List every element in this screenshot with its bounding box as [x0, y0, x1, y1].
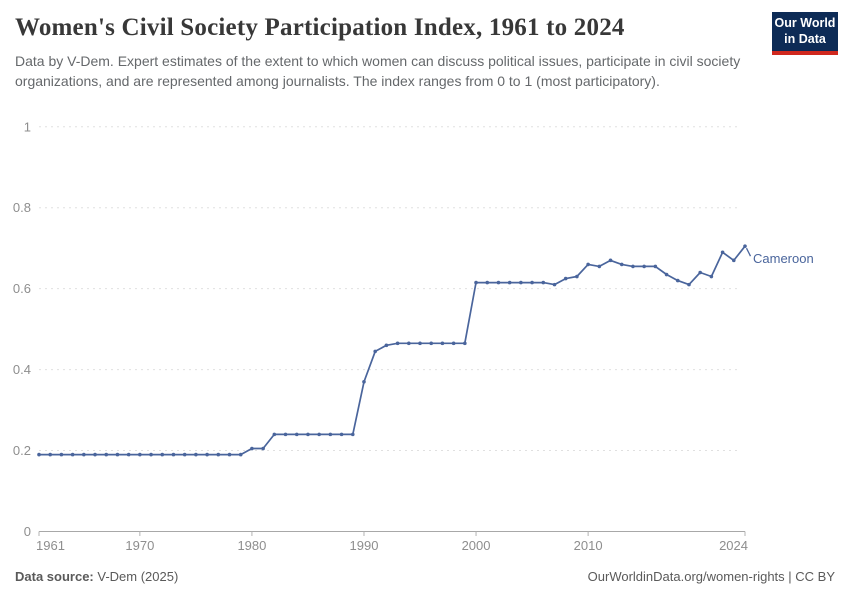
y-tick-label: 0	[24, 524, 31, 539]
y-tick-label: 0.8	[13, 200, 31, 215]
x-tick-label: 2024	[719, 538, 748, 553]
data-point-marker	[126, 452, 131, 457]
data-point-marker	[250, 446, 254, 451]
data-point-marker	[687, 282, 691, 287]
data-point-marker	[698, 270, 702, 275]
data-source-label: Data source:	[15, 569, 94, 584]
data-point-marker	[362, 379, 366, 384]
data-point-marker	[205, 452, 209, 457]
y-tick-label: 0.4	[13, 362, 31, 377]
data-point-marker	[496, 280, 501, 285]
data-point-marker	[194, 452, 198, 457]
data-point-marker	[485, 280, 490, 285]
data-point-marker	[59, 452, 64, 457]
data-point-marker	[743, 244, 747, 248]
series-line-cameroon[interactable]	[38, 245, 746, 456]
data-point-marker	[474, 280, 478, 285]
data-point-marker	[339, 432, 344, 437]
data-point-marker	[563, 276, 568, 281]
data-point-marker	[519, 280, 523, 285]
x-tick-label: 1970	[125, 538, 154, 553]
data-source-value: V-Dem (2025)	[93, 569, 179, 584]
data-point-marker	[306, 432, 310, 437]
data-point-marker	[171, 452, 176, 457]
data-point-marker	[586, 262, 590, 267]
owid-logo-line1: Our World	[774, 16, 836, 30]
y-tick-label: 0.2	[13, 443, 31, 458]
data-point-marker	[463, 341, 467, 346]
data-point-marker	[608, 258, 613, 263]
y-tick-label: 1	[24, 119, 31, 134]
data-point-marker	[530, 280, 534, 285]
data-point-marker	[328, 432, 333, 437]
data-point-marker	[552, 282, 557, 287]
data-point-marker	[597, 264, 602, 269]
data-point-marker	[216, 452, 221, 457]
label-connector-line	[745, 247, 752, 257]
data-point-marker	[93, 452, 97, 457]
data-point-marker	[507, 280, 512, 285]
data-point-marker	[575, 274, 579, 279]
data-point-marker	[283, 432, 288, 437]
data-point-marker	[664, 272, 669, 277]
x-tick-label: 2000	[462, 538, 491, 553]
chart-subtitle: Data by V-Dem. Expert estimates of the e…	[15, 53, 741, 90]
data-source: Data source: V-Dem (2025)	[15, 569, 178, 584]
data-point-marker	[619, 262, 624, 267]
x-tick-label: 1980	[237, 538, 266, 553]
data-point-marker	[294, 432, 299, 437]
data-point-marker	[642, 264, 646, 269]
data-point-marker	[541, 280, 546, 285]
data-point-marker	[104, 452, 109, 457]
data-point-marker	[440, 341, 445, 346]
data-point-marker	[317, 432, 321, 437]
data-point-marker	[350, 432, 355, 437]
data-point-marker	[407, 341, 411, 346]
data-point-marker	[709, 274, 714, 279]
series-end-label[interactable]: Cameroon	[753, 251, 814, 266]
data-point-marker	[138, 452, 142, 457]
data-point-marker	[227, 452, 232, 457]
data-point-marker	[115, 452, 120, 457]
y-tick-label: 0.6	[13, 281, 31, 296]
data-point-marker	[653, 264, 658, 269]
data-point-marker	[238, 452, 243, 457]
data-point-marker	[429, 341, 434, 346]
data-point-marker	[149, 452, 153, 457]
data-point-marker	[731, 258, 736, 263]
owid-logo-line2: in Data	[784, 32, 826, 47]
data-point-marker	[37, 452, 41, 457]
data-point-marker	[261, 446, 265, 451]
data-point-marker	[395, 341, 400, 346]
data-point-marker	[272, 432, 277, 437]
data-point-marker	[418, 341, 422, 346]
x-tick-label: 1990	[350, 538, 379, 553]
data-point-marker	[384, 343, 389, 348]
data-point-marker	[675, 278, 680, 283]
data-point-marker	[182, 452, 187, 457]
data-point-marker	[451, 341, 456, 346]
chart-title: Women's Civil Society Participation Inde…	[15, 14, 625, 41]
data-point-marker	[720, 250, 725, 255]
owid-logo[interactable]: Our World in Data	[772, 12, 838, 55]
data-point-marker	[70, 452, 75, 457]
owid-credit-link[interactable]: OurWorldinData.org/women-rights | CC BY	[587, 569, 835, 584]
data-point-marker	[48, 452, 53, 457]
data-point-marker	[160, 452, 165, 457]
x-tick-label: 1961	[36, 538, 65, 553]
data-point-marker	[373, 349, 377, 354]
data-point-marker	[82, 452, 86, 457]
x-tick-label: 2010	[574, 538, 603, 553]
data-point-marker	[631, 264, 635, 269]
